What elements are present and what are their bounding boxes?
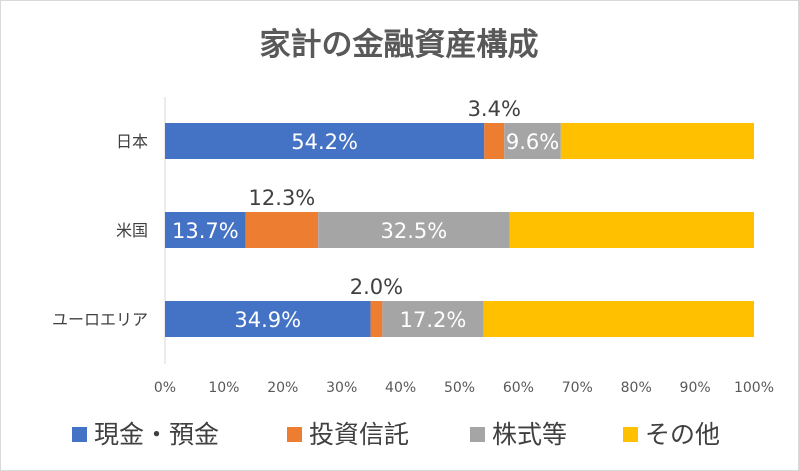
x-tick-label: 0% [154,380,176,396]
legend-swatch [72,427,87,442]
data-label: 13.7% [172,219,239,243]
x-tick-label: 30% [326,380,357,396]
x-tick-label: 100% [734,380,774,396]
legend-swatch [623,427,638,442]
data-label: 12.3% [249,186,316,210]
x-tick-label: 70% [562,380,593,396]
legend-label: 株式等 [492,420,567,449]
legend-label: その他 [645,420,720,449]
x-tick-label: 80% [621,380,652,396]
x-tick-label: 10% [208,380,239,396]
category-label: 日本 [116,132,148,151]
x-tick-label: 60% [503,380,534,396]
x-tick-label: 50% [444,380,475,396]
category-label: ユーロエリア [52,310,148,329]
legend-label: 投資信託 [309,420,409,449]
legend: 現金・預金 投資信託 株式等 その他 [72,420,720,449]
bar-segment [245,212,319,248]
bar-segment [165,212,246,248]
data-label: 17.2% [400,308,467,332]
legend-swatch [287,427,302,442]
data-label: 54.2% [291,130,358,154]
chart-title: 家計の金融資産構成 [260,27,539,63]
x-tick-label: 20% [267,380,298,396]
data-label: 3.4% [468,97,521,121]
data-label-layer: 54.2% 3.4% 9.6% 13.7% 12.3% 32.5% 34.9% 2.0% 17.… [172,97,559,332]
x-tick-label: 40% [385,380,416,396]
data-label: 9.6% [506,130,559,154]
data-label: 2.0% [350,275,403,299]
bar-segment [484,123,505,159]
bar-layer [165,123,754,337]
bar-segment [370,301,383,337]
x-tick-label: 90% [680,380,711,396]
data-label: 32.5% [380,219,447,243]
bar-segment [165,301,371,337]
bar-segment [483,301,754,337]
bar-segment [560,123,754,159]
category-label: 米国 [116,221,148,240]
legend-swatch [470,427,485,442]
bar-segment [382,301,484,337]
bar-segment [509,212,754,248]
bar-segment [504,123,561,159]
data-label: 34.9% [234,308,301,332]
legend-label: 現金・預金 [94,420,219,449]
bar-segment [318,212,510,248]
bar-segment [165,123,485,159]
